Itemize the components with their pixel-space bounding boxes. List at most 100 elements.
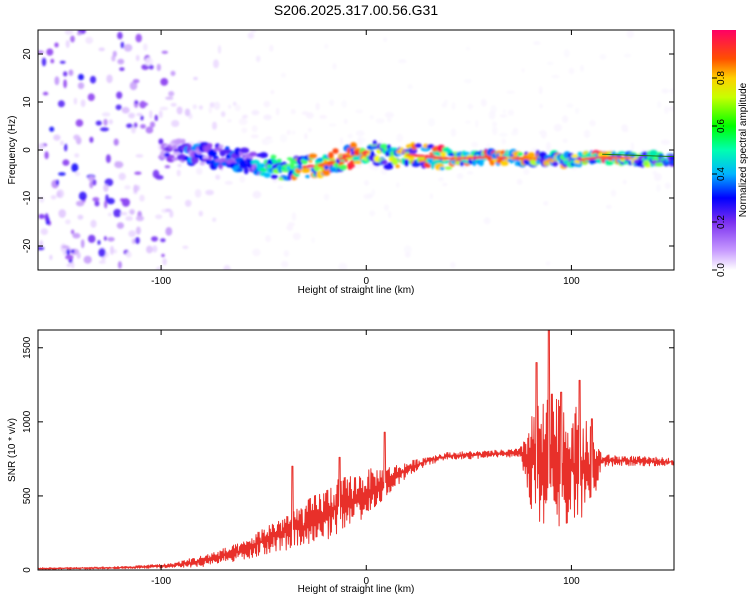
spectrogram-noise-cell: [653, 173, 662, 182]
spectrogram-noise-cell: [387, 117, 392, 123]
spectrogram-ridge-cell: [180, 138, 186, 144]
spectrogram-noise-cell: [128, 112, 136, 119]
spectrogram-noise-cell: [233, 101, 237, 106]
spectrogram-ridge-cell: [178, 149, 184, 154]
spectrogram-noise-cell: [106, 74, 113, 84]
spectrogram-noise-cell: [135, 54, 140, 62]
spectrogram-noise-cell: [117, 58, 125, 65]
spectrogram-noise-cell: [217, 45, 222, 54]
spectrogram-ridge-cell: [243, 166, 249, 175]
spectrogram-noise-cell: [182, 245, 189, 249]
spectrogram-noise-cell: [164, 195, 172, 199]
spectrogram-noise-cell: [160, 78, 169, 86]
spectrogram-ridge-core: [622, 156, 633, 160]
spectrogram-noise-cell: [343, 118, 348, 125]
spectrogram-ridge-cell: [654, 162, 664, 167]
spectrogram-noise-cell: [630, 142, 635, 151]
spectrogram-noise-cell: [580, 64, 584, 72]
snr-ytick-label: 1500: [22, 336, 33, 359]
spectrogram-ridge-core: [502, 156, 508, 159]
spectrogram-noise-cell: [626, 30, 634, 39]
spectrogram-noise-cell: [209, 102, 215, 108]
spectrogram-noise-cell: [290, 109, 296, 115]
spectrogram-noise-cell: [65, 254, 74, 260]
spectrogram-noise-cell: [66, 263, 72, 267]
spectrogram-noise-cell: [120, 41, 125, 49]
snr-xlabel: Height of straight line (km): [298, 584, 415, 595]
spectrogram-ytick-label: 0: [22, 147, 33, 153]
spectrogram-noise-cell: [159, 106, 169, 111]
spectrogram-ridge-cell: [327, 151, 334, 160]
spectrogram-noise-cell: [75, 119, 84, 127]
spectrogram-noise-cell: [114, 161, 124, 169]
spectrogram-noise-cell: [208, 106, 213, 114]
spectrogram-ridge-cell: [414, 143, 422, 148]
spectrogram-noise-cell: [664, 182, 671, 189]
spectrogram-noise-cell: [38, 50, 44, 54]
spectrogram-noise-cell: [450, 128, 457, 137]
spectrogram-noise-cell: [277, 185, 283, 189]
spectrogram-ridge-cell: [277, 158, 282, 163]
spectrogram-noise-cell: [367, 193, 374, 199]
spectrogram-ridge-cell: [440, 151, 447, 158]
spectrogram-noise-cell: [135, 33, 142, 43]
spectrogram-xtick-label: -100: [151, 276, 171, 287]
spectrogram-noise-cell: [68, 258, 73, 264]
spectrogram-noise-cell: [471, 141, 479, 148]
spectrogram-noise-cell: [65, 219, 71, 225]
spectrogram-noise-cell: [272, 178, 278, 183]
spectrogram-noise-cell: [286, 129, 291, 135]
spectrogram-noise-cell: [292, 232, 301, 241]
spectrogram-noise-cell: [64, 30, 74, 35]
spectrogram-noise-cell: [54, 42, 59, 48]
spectrogram-ridge-cell: [199, 161, 206, 166]
spectrogram-noise-cell: [456, 173, 464, 180]
spectrogram-noise-cell: [71, 261, 75, 269]
spectrogram-noise-cell: [192, 104, 197, 110]
spectrogram-noise-cell: [149, 110, 153, 119]
spectrogram-noise-cell: [80, 239, 85, 249]
spectrogram-noise-cell: [115, 104, 122, 111]
spectrogram-ridge-cell: [552, 161, 559, 167]
spectrogram-ridge-cell: [332, 148, 339, 154]
spectrogram-ridge-cell: [349, 142, 357, 150]
spectrogram-noise-cell: [57, 100, 65, 108]
spectrogram-noise-cell: [113, 208, 122, 218]
spectrogram-ridge-cell: [444, 166, 453, 170]
spectrogram-noise-cell: [196, 167, 203, 175]
spectrogram-noise-cell: [40, 228, 48, 236]
spectrogram-noise-cell: [103, 118, 108, 126]
snr-ytick-label: 1000: [22, 410, 33, 433]
spectrogram-noise-cell: [583, 129, 591, 139]
spectrogram-noise-cell: [155, 214, 163, 220]
spectrogram-noise-cell: [151, 236, 158, 242]
spectrogram-noise-cell: [125, 251, 132, 258]
spectrogram-noise-cell: [395, 182, 400, 188]
spectrogram-noise-cell: [165, 227, 173, 236]
colorbar-tick-label: 0.0: [716, 263, 727, 277]
spectrogram-noise-cell: [44, 213, 49, 222]
snr-xtick-label: 100: [563, 576, 580, 587]
spectrogram-noise-cell: [71, 163, 79, 173]
spectrogram-ridge-cell: [266, 164, 272, 169]
spectrogram-noise-cell: [427, 117, 436, 127]
spectrogram-noise-cell: [359, 137, 366, 142]
spectrogram-noise-cell: [90, 219, 97, 228]
spectrogram-ridge-core: [417, 154, 426, 158]
spectrogram-noise-cell: [87, 234, 96, 243]
colorbar-gradient: [712, 30, 736, 270]
spectrogram-noise-cell: [66, 249, 71, 256]
spectrogram-ridge-cell: [478, 158, 484, 167]
spectrogram-noise-cell: [161, 50, 168, 54]
spectrogram-ridge-cell: [338, 164, 348, 171]
spectrogram-noise-cell: [263, 100, 271, 108]
spectrogram-noise-cell: [501, 138, 507, 145]
spectrogram-noise-cell: [623, 53, 632, 58]
spectrogram-noise-cell: [347, 133, 353, 139]
spectrogram-noise-cell: [438, 177, 444, 182]
spectrogram-noise-cell: [77, 32, 82, 36]
spectrogram-noise-cell: [97, 240, 101, 245]
spectrogram-noise-cell: [160, 238, 166, 243]
spectrogram-ridge-cell: [500, 160, 509, 166]
spectrogram-ridge-core: [337, 157, 347, 160]
